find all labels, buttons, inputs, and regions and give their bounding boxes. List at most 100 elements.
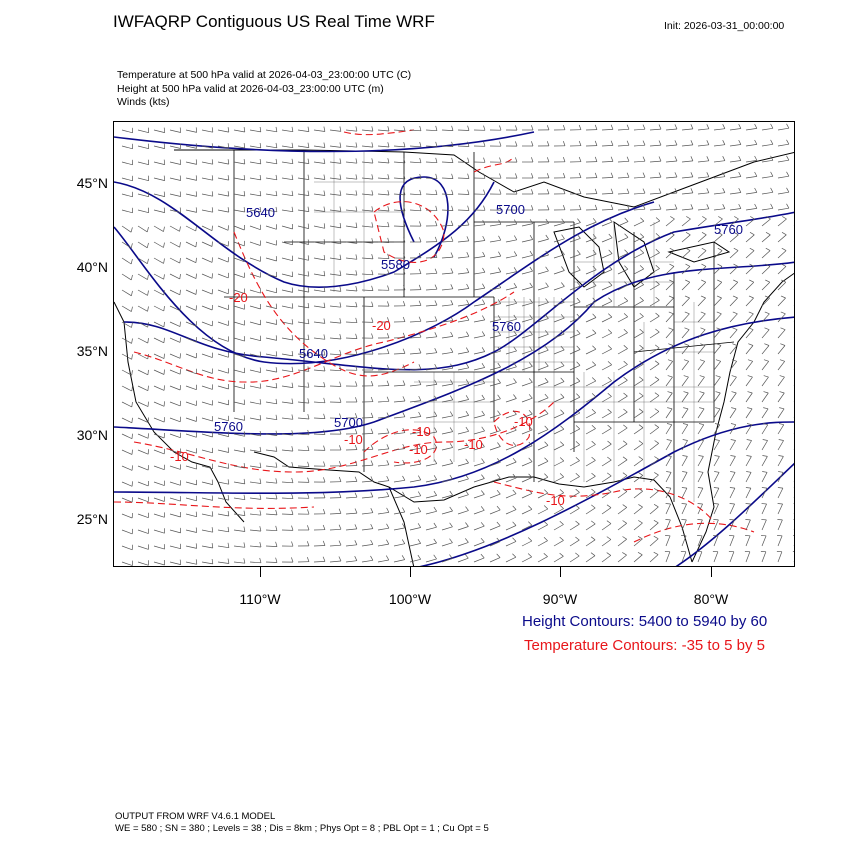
wind-barb-feather xyxy=(450,220,454,226)
wind-barb-feather xyxy=(576,377,581,382)
wind-barb xyxy=(761,551,767,563)
wind-barb xyxy=(681,392,689,403)
wind-barb xyxy=(681,472,688,483)
wind-barb-feather xyxy=(497,426,501,431)
wind-barb-feather xyxy=(371,142,374,148)
wind-barb-feather xyxy=(307,318,310,324)
wind-barb-feather xyxy=(354,428,358,434)
wind-barb-feather xyxy=(608,281,613,286)
wind-barb-feather xyxy=(418,300,422,306)
wind-barb xyxy=(121,417,133,424)
wind-barb xyxy=(121,129,133,134)
wind-barb-feather xyxy=(763,375,769,378)
wind-barb-feather xyxy=(717,263,723,267)
wind-barb xyxy=(713,144,725,147)
wind-barb xyxy=(153,337,165,344)
wind-barb xyxy=(441,209,454,211)
wind-barb xyxy=(153,417,165,423)
wind-barb xyxy=(137,465,149,471)
wind-barb xyxy=(297,433,310,436)
wind-barb-feather xyxy=(607,408,612,413)
wind-barb-feather xyxy=(371,238,374,244)
wind-barb xyxy=(649,208,662,211)
wind-barb-feather xyxy=(697,487,703,489)
wind-barb xyxy=(265,129,277,133)
wind-barb xyxy=(313,417,326,419)
wind-barb-feather xyxy=(498,219,502,225)
wind-barb xyxy=(713,329,722,339)
wind-barb xyxy=(585,253,597,259)
wind-barb xyxy=(665,503,671,515)
wind-barb-feather xyxy=(402,491,406,497)
wind-barb xyxy=(489,541,501,547)
wind-barb-feather xyxy=(275,158,278,164)
wind-barb xyxy=(569,301,581,307)
wind-barb-feather xyxy=(713,503,719,505)
wind-barb-feather xyxy=(591,472,596,477)
wind-barb-feather xyxy=(402,459,406,465)
wind-barb-feather xyxy=(163,175,166,181)
wind-barb-feather xyxy=(682,439,688,441)
wind-barb-feather xyxy=(544,457,549,462)
wind-barb-feather xyxy=(338,476,342,482)
wind-barb-feather xyxy=(466,236,470,242)
wind-barb-feather xyxy=(323,366,326,372)
wind-barb xyxy=(441,288,453,291)
wind-barb-feather xyxy=(591,409,596,413)
wind-barb xyxy=(697,551,703,563)
wind-barb xyxy=(633,411,644,419)
wind-barb-feather xyxy=(211,143,214,149)
wind-barb-feather xyxy=(706,156,710,161)
wind-barb-feather xyxy=(722,204,726,209)
wind-barb xyxy=(553,524,564,531)
wind-barb-feather xyxy=(637,536,643,540)
height-label: 5700 xyxy=(496,202,525,217)
wind-barb-feather xyxy=(562,156,566,162)
wind-barb xyxy=(201,321,213,327)
wind-barb xyxy=(361,145,373,148)
wind-barb xyxy=(793,385,794,386)
wind-barb-feather xyxy=(546,189,550,195)
wind-barb xyxy=(457,510,469,515)
wind-barb xyxy=(665,266,675,275)
wind-barb-feather xyxy=(339,158,342,164)
wind-barb-feather xyxy=(434,332,438,337)
wind-barb xyxy=(121,513,133,519)
wind-barb xyxy=(153,225,164,232)
wind-barb-feather xyxy=(575,457,580,461)
wind-barb-feather xyxy=(576,345,581,350)
wind-barb xyxy=(521,461,533,467)
wind-barb-feather xyxy=(323,318,326,324)
wind-barb xyxy=(393,145,406,148)
wind-barb xyxy=(649,220,660,227)
wind-barb-feather xyxy=(498,235,502,241)
wind-barb-feather xyxy=(147,369,149,375)
lat-label-40: 40°N xyxy=(76,259,108,275)
wind-barb-feather xyxy=(386,491,390,497)
wind-barb xyxy=(569,539,580,547)
wind-barb-feather xyxy=(786,187,790,193)
wind-barb xyxy=(777,519,783,531)
wind-barb xyxy=(217,305,229,311)
wind-barb xyxy=(505,461,517,467)
wind-barb-feather xyxy=(575,472,580,477)
wind-barb-feather xyxy=(655,249,660,253)
wind-barb xyxy=(617,348,628,355)
wind-barb xyxy=(713,361,721,371)
lon-tick xyxy=(560,567,561,577)
wind-barb-feather xyxy=(716,327,722,331)
wind-barb xyxy=(569,333,581,339)
wind-barb-feather xyxy=(786,155,790,161)
wind-barb-feather xyxy=(684,295,690,299)
wind-barb xyxy=(553,460,564,467)
wind-barb-feather xyxy=(387,253,390,259)
wind-barb xyxy=(425,304,438,307)
wind-barb-feather xyxy=(497,267,502,273)
wind-barb xyxy=(425,129,438,132)
wind-barb-feather xyxy=(355,158,358,164)
wind-barb-feather xyxy=(576,313,581,319)
wind-barb xyxy=(233,193,245,197)
wind-barb xyxy=(649,458,659,467)
wind-barb-feather xyxy=(449,538,453,543)
wind-barb-feather xyxy=(654,456,659,460)
